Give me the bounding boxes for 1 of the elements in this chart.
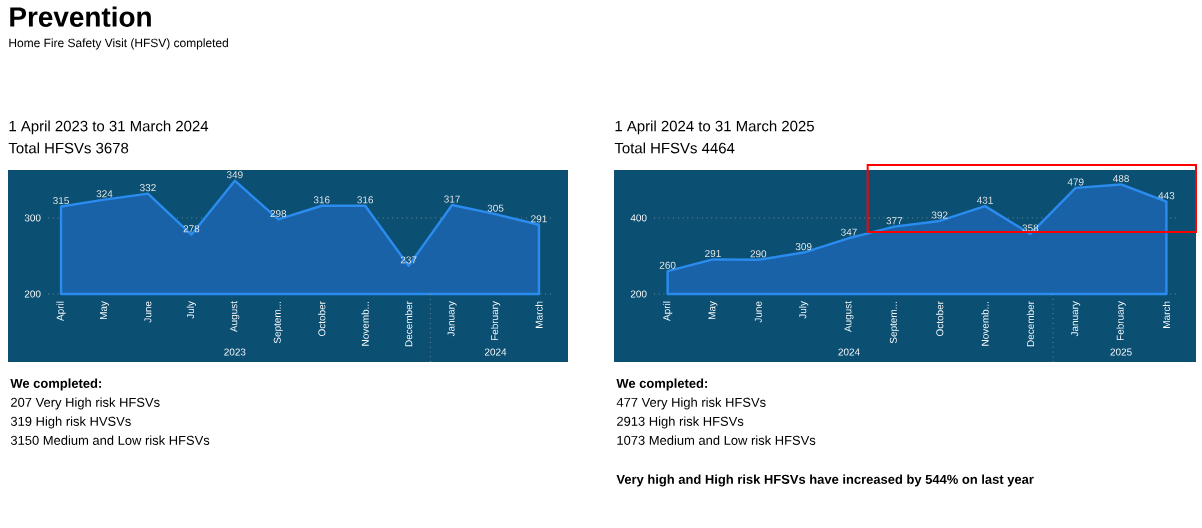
text: Prevention — [10, 6, 151, 27]
